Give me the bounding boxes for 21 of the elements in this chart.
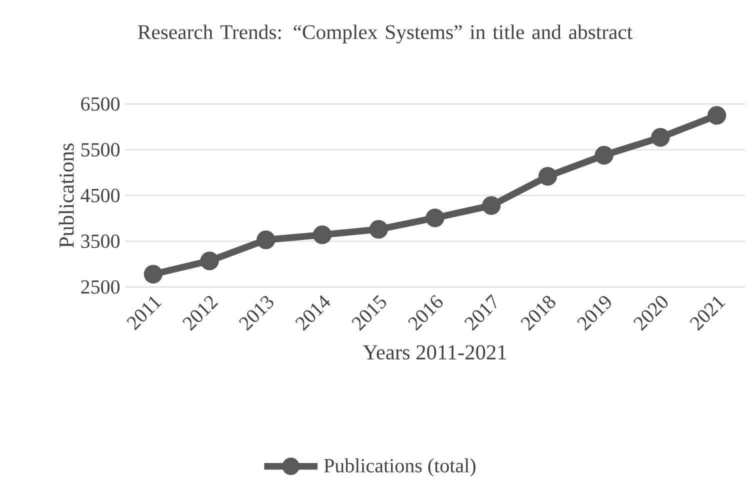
point — [200, 252, 219, 270]
point — [482, 196, 501, 215]
point — [707, 106, 726, 125]
point — [594, 146, 614, 165]
y-tick-label: 5500 — [81, 142, 120, 156]
point — [144, 264, 163, 284]
point — [651, 128, 670, 147]
point — [369, 220, 388, 239]
y-tick-label: 4500 — [80, 188, 120, 202]
y-axis-title: Publications — [58, 144, 74, 248]
point — [256, 230, 276, 250]
y-tick-label: 2500 — [81, 280, 120, 294]
point — [426, 208, 444, 228]
x-axis-title: Years 2011-2021 — [362, 345, 506, 360]
legend-label: Publications (total) — [324, 458, 476, 477]
point — [312, 226, 332, 244]
x-tick-label: 2011 — [126, 296, 162, 330]
chart-title: Research Trends: “Complex Systems” in title and abstract — [138, 24, 632, 44]
point — [538, 166, 558, 186]
y-tick-label: 6500 — [81, 97, 120, 111]
y-tick-label: 3500 — [81, 234, 120, 248]
